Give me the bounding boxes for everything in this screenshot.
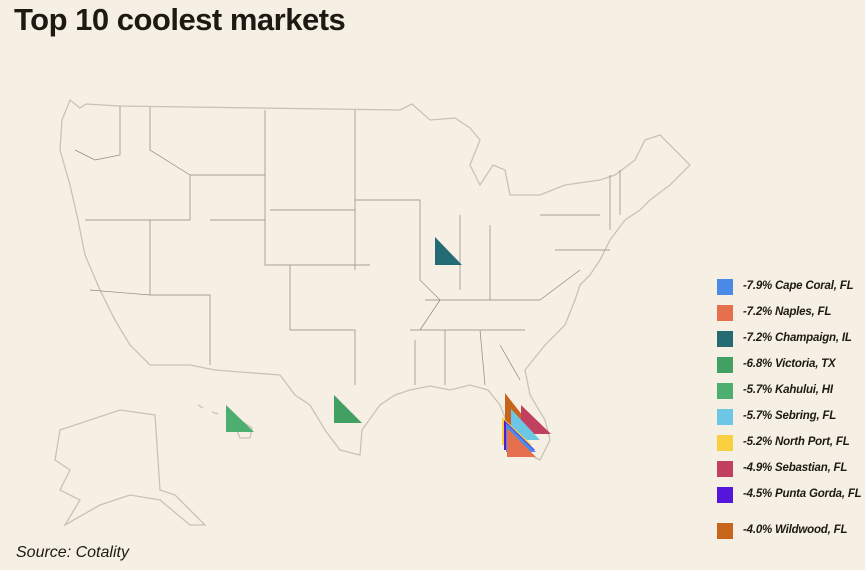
legend-swatch <box>717 383 733 399</box>
legend-item: -7.2% Champaign, IL <box>717 331 865 357</box>
legend-label: -7.2% Naples, FL <box>743 306 832 318</box>
marker-kahului-hi <box>226 405 254 432</box>
legend-item: -4.5% Punta Gorda, FL <box>717 487 865 523</box>
hawaii-outline <box>197 404 253 439</box>
legend-label: -6.8% Victoria, TX <box>743 358 836 370</box>
legend-swatch <box>717 305 733 321</box>
source-note: Source: Cotality <box>16 544 129 561</box>
state-borders <box>74 106 621 386</box>
legend-label: -5.2% North Port, FL <box>743 436 850 448</box>
marker-champaign-il <box>435 237 462 265</box>
legend-swatch <box>717 357 733 373</box>
legend-item: -7.2% Naples, FL <box>717 305 865 331</box>
legend-label: -7.2% Champaign, IL <box>743 332 852 344</box>
legend-swatch <box>717 279 733 295</box>
legend-item: -5.7% Kahului, HI <box>717 383 865 409</box>
legend-label: -5.7% Kahului, HI <box>743 384 833 396</box>
legend-swatch <box>717 461 733 477</box>
legend-swatch <box>717 409 733 425</box>
legend-swatch <box>717 331 733 347</box>
legend-label: -5.7% Sebring, FL <box>743 410 837 422</box>
marker-naples-fl <box>507 428 536 457</box>
legend-label: -4.0% Wildwood, FL <box>743 524 848 536</box>
legend-label: -4.5% Punta Gorda, FL <box>743 488 862 500</box>
legend-label: -4.9% Sebastian, FL <box>743 462 848 474</box>
legend: -7.9% Cape Coral, FL -7.2% Naples, FL -7.2… <box>717 279 865 549</box>
legend-item: -4.0% Wildwood, FL <box>717 523 865 549</box>
legend-item: -5.7% Sebring, FL <box>717 409 865 435</box>
alaska-outline <box>54 409 207 527</box>
page-title: Top 10 coolest markets <box>14 2 346 37</box>
us-outline <box>59 98 691 461</box>
legend-item: -7.9% Cape Coral, FL <box>717 279 865 305</box>
legend-swatch <box>717 487 733 503</box>
marker-sebastian-fl <box>521 405 551 434</box>
market-markers <box>226 237 551 457</box>
legend-item: -6.8% Victoria, TX <box>717 357 865 383</box>
legend-item: -5.2% North Port, FL <box>717 435 865 461</box>
legend-label: -7.9% Cape Coral, FL <box>743 280 854 292</box>
marker-victoria-tx <box>334 395 362 423</box>
legend-item: -4.9% Sebastian, FL <box>717 461 865 487</box>
legend-swatch <box>717 523 733 539</box>
legend-swatch <box>717 435 733 451</box>
